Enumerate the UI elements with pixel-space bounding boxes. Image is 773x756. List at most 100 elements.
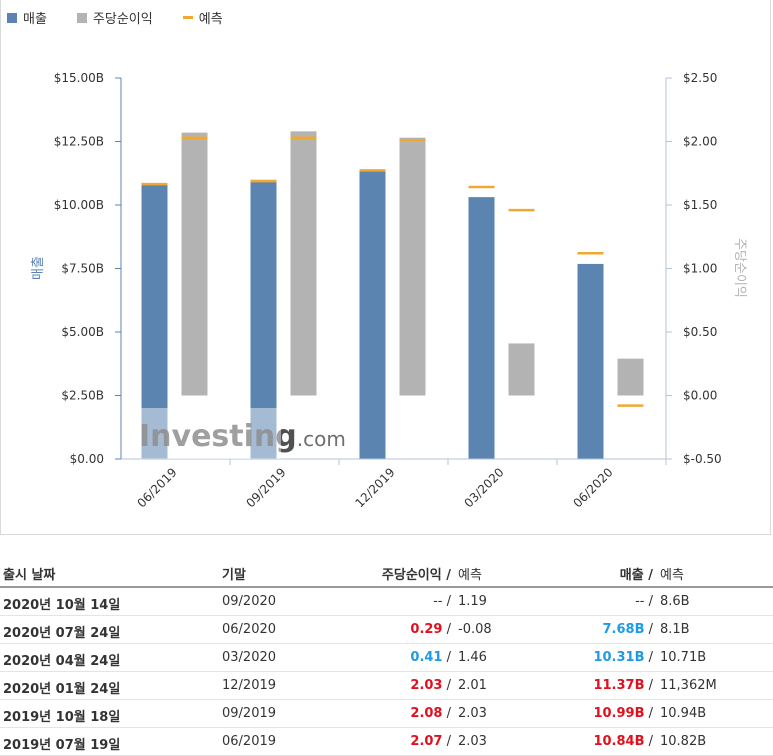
revenue-cell: 11.37B / [593,678,653,693]
x-tick-label: 03/2020 [461,465,506,510]
watermark-brand: Investing [139,419,297,454]
bar-revenue [468,197,495,459]
eps-value: 2.08 [410,706,443,721]
revenue-value: -- [635,594,645,609]
revenue-forecast-cell: 10.71B [660,650,707,665]
eps-cell: 0.41 / [410,650,451,665]
revenue-value: 7.68B [602,622,645,637]
legend-swatch-revenue [7,12,17,23]
eps-forecast-cell: 1.19 [458,594,487,609]
revenue-value: 10.31B [593,650,645,665]
revenue-value: 11.37B [593,678,645,693]
right-tick-label: $2.00 [683,135,717,149]
eps-forecast-cell: 2.03 [458,706,487,721]
bar-revenue [577,263,604,459]
revenue-forecast-cell: 8.1B [660,622,690,637]
table-row: 2020년 01월 24일 12/2019 2.03 /2.01 11.37B /11… [0,672,773,700]
release-date-cell: 2020년 07월 24일 [3,626,121,641]
bar-eps [617,358,644,396]
eps-cell: 2.08 / [410,706,451,721]
eps-cell: 0.29 / [410,622,451,637]
release-date-cell: 2019년 07월 19일 [3,738,121,753]
period-cell: 03/2020 [222,650,277,665]
table-row: 2020년 04월 24일 03/2020 0.41 /1.46 10.31B /10… [0,644,773,672]
header-date[interactable]: 출시 날짜 [3,568,56,583]
legend-swatch-forecast [182,16,193,19]
bar-eps [508,343,535,396]
bar-eps [181,132,208,396]
right-tick-label: $0.50 [683,325,717,339]
left-tick-label: $7.50B [61,262,104,276]
revenue-cell: 10.84B / [593,734,653,749]
header-revenue-forecast[interactable]: 예측 [660,568,684,583]
revenue-value: 10.99B [593,706,645,721]
right-tick-label: $0.00 [683,389,717,403]
x-tick-label: 06/2020 [570,465,615,510]
left-tick-label: $5.00B [61,325,104,339]
right-axis-title: 주당순이익 [732,238,747,298]
period-cell: 09/2019 [222,706,277,721]
right-tick-label: $1.50 [683,198,717,212]
x-tick-label: 06/2019 [134,465,179,510]
eps-forecast-cell: 1.46 [458,650,487,665]
release-date-cell: 2019년 10월 18일 [3,710,121,725]
eps-forecast-cell: 2.01 [458,678,487,693]
header-period[interactable]: 기말 [222,568,246,583]
revenue-forecast-cell: 10.94B [660,706,707,721]
revenue-cell: -- / [635,594,653,609]
legend-item-forecast[interactable]: 예측 [182,8,223,27]
left-axis-title: 매출 [31,256,46,280]
eps-cell: 2.07 / [410,734,451,749]
release-date-cell: 2020년 04월 24일 [3,654,121,669]
header-revenue[interactable]: 매출 / [619,568,653,583]
release-date-cell: 2020년 10월 14일 [3,598,121,613]
eps-value: 0.41 [410,650,443,665]
eps-cell: -- / [433,594,451,609]
legend-item-eps[interactable]: 주당순이익 [76,8,153,27]
table-body: 2020년 10월 14일 09/2020 -- /1.19 -- /8.6B 2020… [0,588,773,756]
watermark: Investing.com [139,419,346,454]
eps-value: -- [433,594,443,609]
right-tick-label: $2.50 [683,71,717,85]
watermark-overlay [141,408,281,459]
chart-legend: 매출 주당순이익 예측 [7,8,223,27]
period-cell: 06/2020 [222,622,277,637]
bar-revenue [359,170,386,459]
revenue-cell: 7.68B / [602,622,654,637]
bar-revenue [250,179,277,459]
x-tick-label: 12/2019 [352,465,397,510]
eps-forecast-cell: -0.08 [458,622,492,637]
eps-value: 2.07 [410,734,443,749]
legend-swatch-eps [76,12,87,23]
left-tick-label: $2.50B [61,389,104,403]
earnings-chart-panel: 매출 주당순이익 예측 Investing.com $0.00 $2.50B $5.… [0,0,771,535]
table-row: 2019년 07월 19일 06/2019 2.07 /2.03 10.84B /10… [0,728,773,756]
earnings-table: 출시 날짜 기말 주당순이익 / 예측 매출 / 예측 2020년 10월 14… [0,556,773,756]
left-tick-label: $10.00B [54,198,104,212]
revenue-forecast-cell: 11,362M [660,678,717,693]
left-tick-label: $12.50B [54,135,104,149]
legend-label-eps: 주당순이익 [92,12,153,27]
x-tick-label: 09/2019 [243,465,288,510]
right-tick-label: $1.00 [683,262,717,276]
left-tick-label: $0.00 [70,452,104,466]
period-cell: 09/2020 [222,594,277,609]
bar-eps [290,131,317,396]
header-eps[interactable]: 주당순이익 / [381,568,451,583]
eps-cell: 2.03 / [410,678,451,693]
eps-value: 2.03 [410,678,443,693]
chart-svg: Investing.com $0.00 $2.50B $5.00B $7.50B $10… [31,71,747,510]
watermark-text: Investing.com [139,419,346,454]
legend-item-revenue[interactable]: 매출 [7,8,47,27]
right-tick-label: $-0.50 [683,452,722,466]
revenue-cell: 10.31B / [593,650,653,665]
revenue-value: 10.84B [593,734,645,749]
header-eps-forecast[interactable]: 예측 [458,568,482,583]
left-tick-label: $15.00B [54,71,104,85]
table-row: 2019년 10월 18일 09/2019 2.08 /2.03 10.99B /10… [0,700,773,728]
release-date-cell: 2020년 01월 24일 [3,682,121,697]
header-revenue-label: 매출 [619,568,644,583]
revenue-cell: 10.99B / [593,706,653,721]
period-cell: 06/2019 [222,734,277,749]
legend-label-forecast: 예측 [198,12,223,27]
